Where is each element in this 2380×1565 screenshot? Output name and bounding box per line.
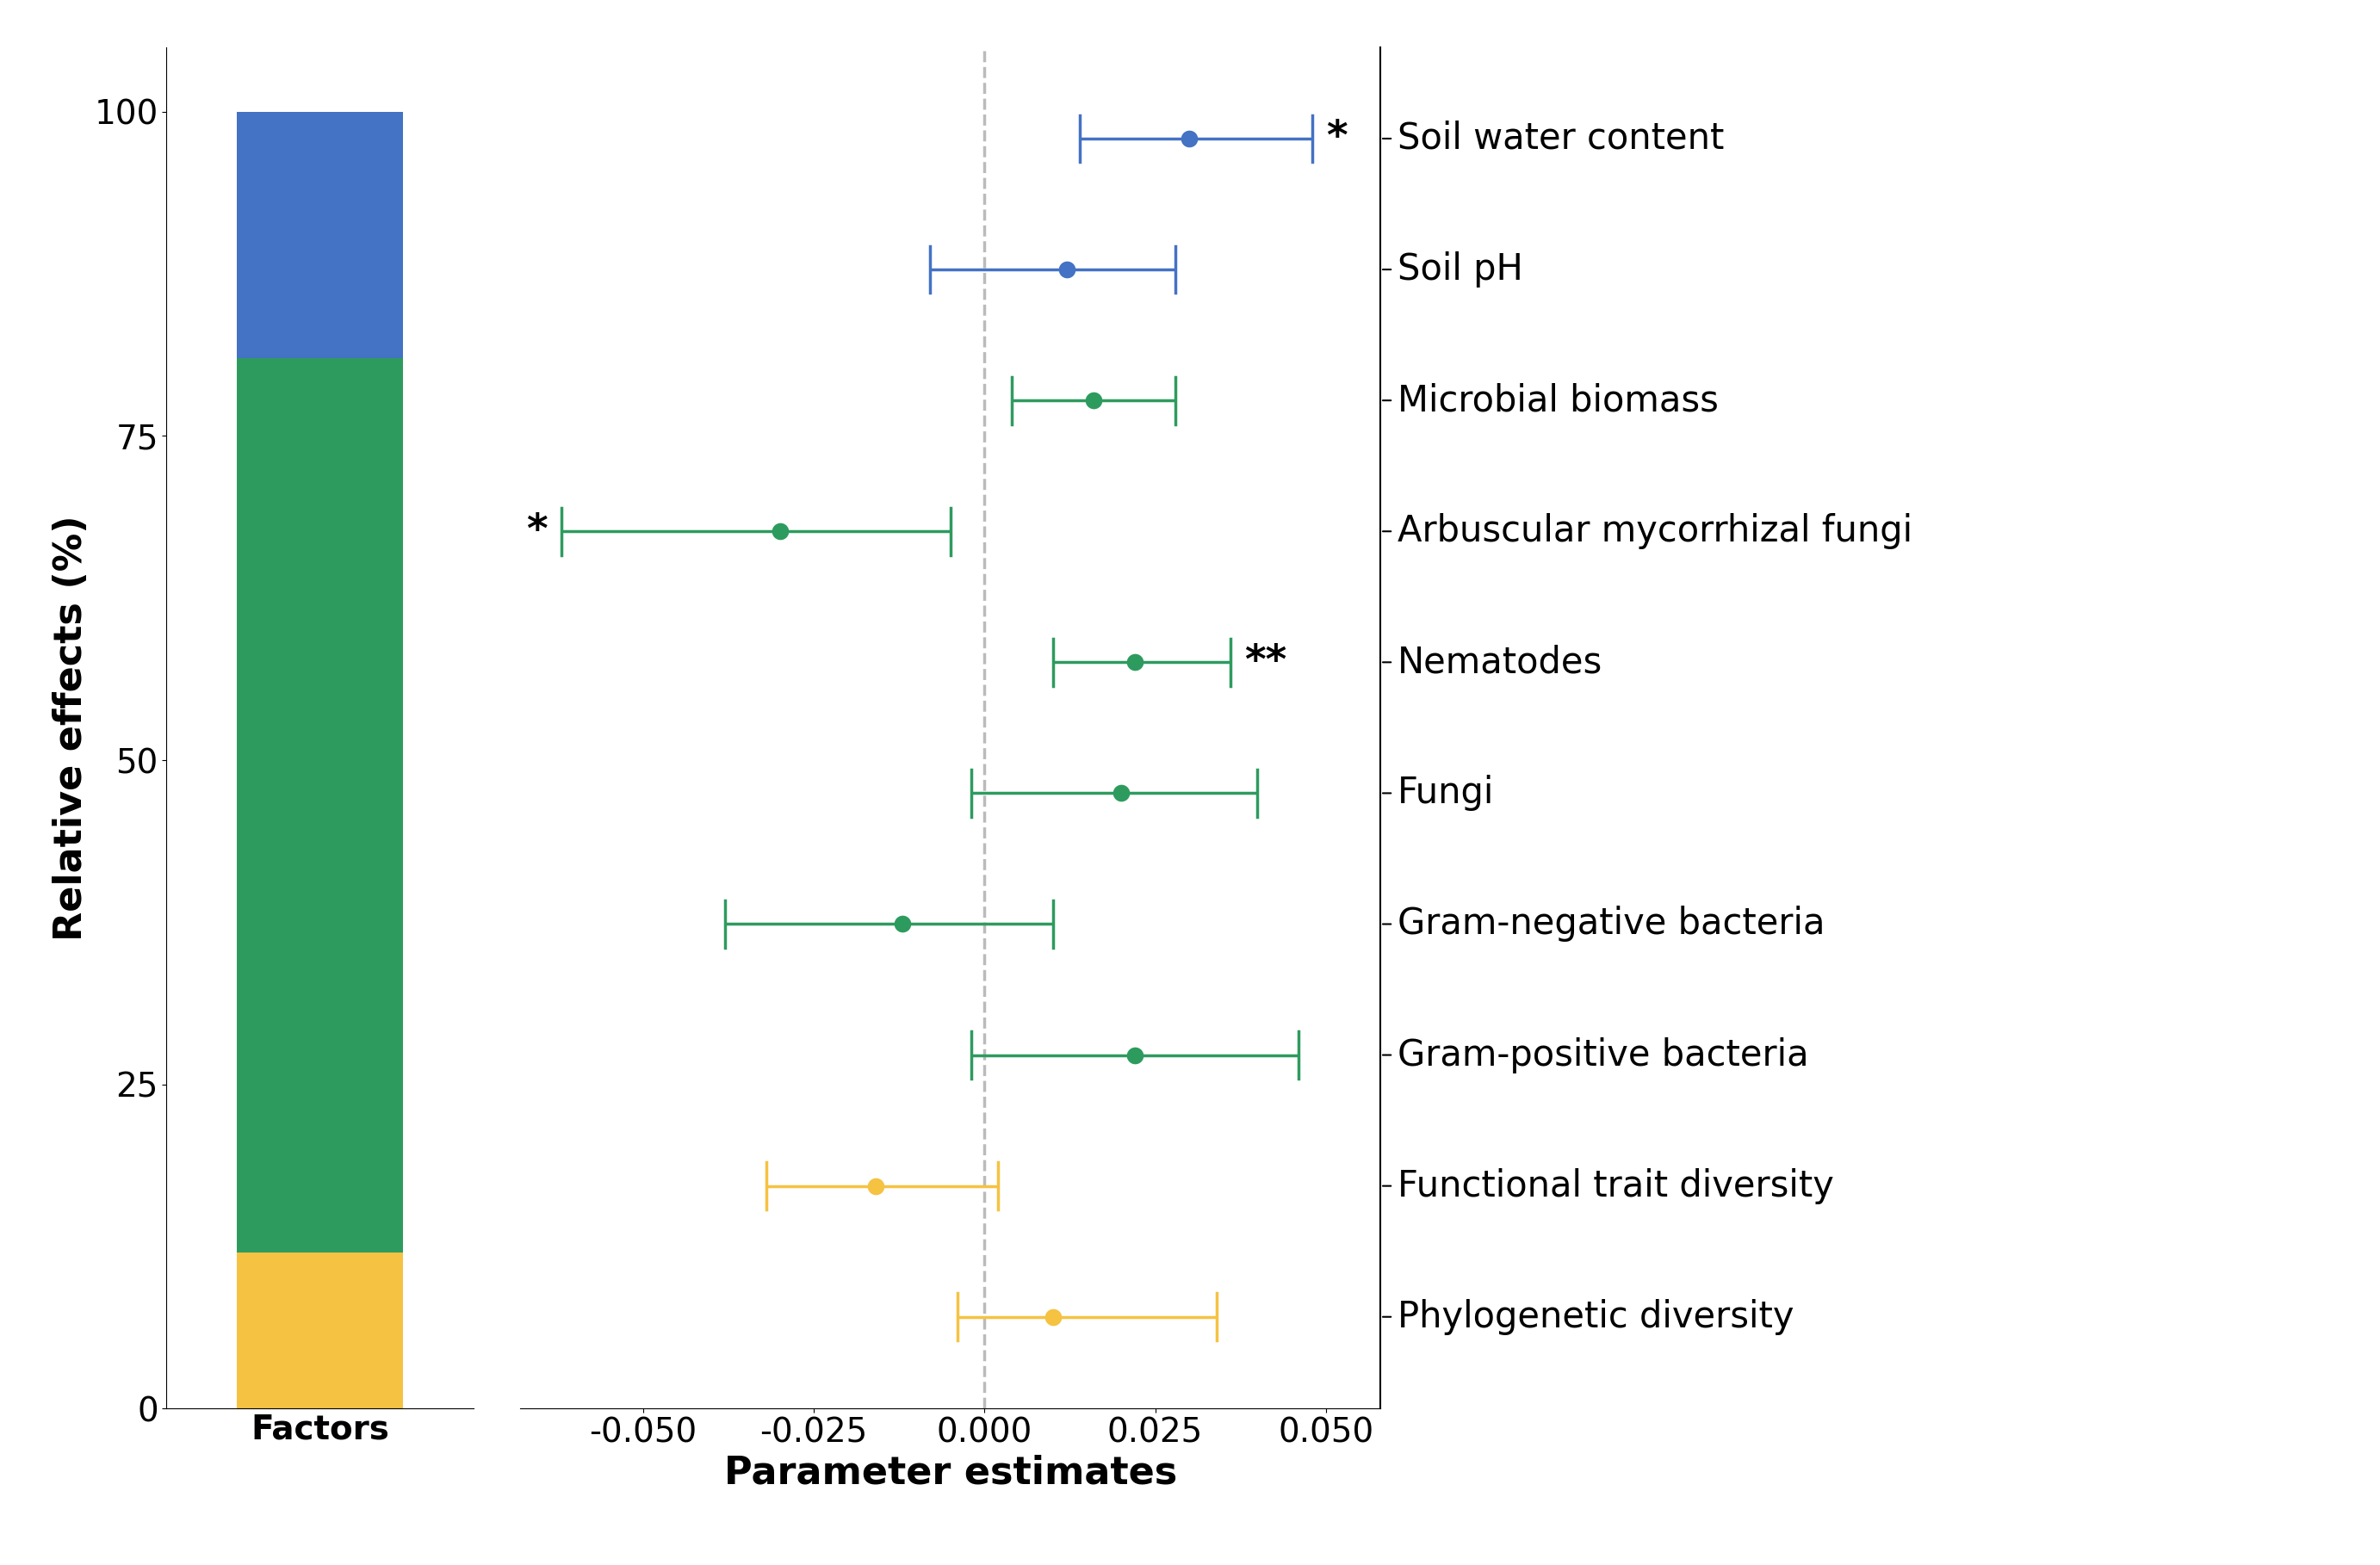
Point <box>762 520 800 545</box>
Point <box>1076 388 1114 413</box>
Text: Soil pH: Soil pH <box>1397 252 1523 288</box>
Y-axis label: Relative effects (%): Relative effects (%) <box>52 515 90 941</box>
Point <box>1116 649 1154 675</box>
Point <box>1033 1304 1071 1329</box>
Text: Nematodes: Nematodes <box>1397 645 1602 681</box>
Point <box>883 911 921 936</box>
Text: Gram-negative bacteria: Gram-negative bacteria <box>1397 906 1825 942</box>
Point <box>1102 781 1140 806</box>
Text: Arbuscular mycorrhizal fungi: Arbuscular mycorrhizal fungi <box>1397 513 1914 549</box>
Point <box>1116 1042 1154 1067</box>
Text: Soil water content: Soil water content <box>1397 121 1723 156</box>
Text: Microbial biomass: Microbial biomass <box>1397 382 1718 418</box>
Bar <box>238 358 402 1254</box>
Text: *: * <box>1326 119 1347 158</box>
Point <box>1171 127 1209 152</box>
Text: **: ** <box>1245 643 1285 682</box>
Text: Gram-positive bacteria: Gram-positive bacteria <box>1397 1038 1809 1074</box>
Text: Fungi: Fungi <box>1397 775 1495 811</box>
Text: Functional trait diversity: Functional trait diversity <box>1397 1167 1835 1203</box>
Point <box>857 1174 895 1199</box>
Bar <box>238 1254 402 1408</box>
Point <box>1047 257 1085 282</box>
Text: Phylogenetic diversity: Phylogenetic diversity <box>1397 1299 1795 1335</box>
X-axis label: Parameter estimates: Parameter estimates <box>724 1454 1178 1491</box>
Bar <box>238 111 402 358</box>
Text: *: * <box>526 512 547 551</box>
